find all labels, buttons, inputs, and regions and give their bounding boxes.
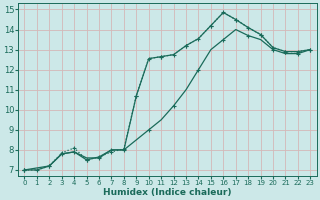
X-axis label: Humidex (Indice chaleur): Humidex (Indice chaleur): [103, 188, 232, 197]
